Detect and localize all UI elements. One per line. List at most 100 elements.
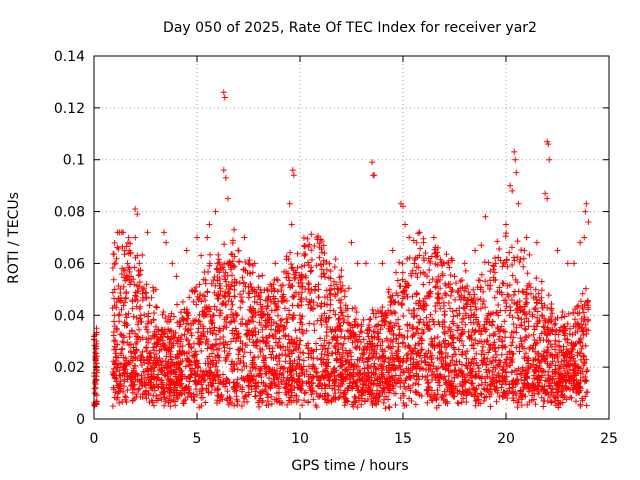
data-point-marker [119,338,126,345]
data-point-marker [542,317,549,324]
data-point-marker [453,358,460,365]
data-point-marker [377,378,384,385]
data-point-marker [472,402,479,409]
data-point-marker [284,375,291,382]
data-point-marker [431,321,438,328]
data-point-marker [146,350,153,357]
data-point-marker [577,403,584,410]
data-point-marker [307,350,314,357]
data-point-marker [215,386,222,393]
data-point-marker [491,345,498,352]
data-point-marker [487,375,494,382]
data-point-marker [489,380,496,387]
data-point-marker [126,276,133,283]
data-point-marker [570,373,577,380]
data-point-marker [510,397,517,404]
data-point-marker [178,380,185,387]
data-point-marker [345,384,352,391]
data-point-marker [495,254,502,261]
data-point-marker [122,311,129,318]
data-point-marker [168,310,175,317]
data-point-marker [454,335,461,342]
data-point-marker [298,274,305,281]
data-point-marker [481,321,488,328]
data-point-marker [229,272,236,279]
data-point-marker [220,371,227,378]
data-point-marker [267,369,274,376]
data-point-marker [440,358,447,364]
data-point-marker [112,353,119,360]
data-point-marker [336,297,343,304]
data-point-marker [204,345,211,352]
data-point-marker [480,288,487,295]
data-point-marker [389,247,396,254]
data-point-marker [342,307,349,314]
data-point-marker [348,239,355,246]
data-point-marker [566,378,573,385]
data-point-marker [523,315,530,322]
data-point-marker [114,229,121,236]
data-point-marker [304,259,311,266]
data-point-marker [276,370,283,377]
data-point-marker [544,397,551,404]
data-point-marker [531,348,538,355]
data-points [91,89,592,412]
data-point-marker [200,311,207,318]
data-point-marker [535,350,542,357]
data-point-marker [325,345,332,352]
data-point-marker [207,306,214,313]
data-point-marker [253,385,260,392]
data-point-marker [435,319,442,326]
data-point-marker [573,303,580,310]
data-point-marker [295,302,302,309]
data-point-marker [432,260,439,267]
data-point-marker [164,346,171,353]
data-point-marker [522,301,529,308]
data-point-marker [458,368,465,375]
data-point-marker [473,397,480,404]
data-point-marker [414,363,421,370]
data-point-marker [458,292,465,299]
data-point-marker [346,320,353,327]
data-point-marker [429,368,436,375]
data-point-marker [275,380,282,387]
data-point-marker [285,397,292,404]
data-point-marker [463,363,470,370]
data-point-marker [147,382,154,389]
data-point-marker [513,371,520,378]
data-point-marker [252,342,259,349]
data-point-marker [581,301,588,308]
data-point-marker [398,332,405,339]
data-point-marker [567,394,574,401]
data-point-marker [219,300,226,307]
data-point-marker [378,363,385,370]
data-point-marker [324,294,331,301]
data-point-marker [525,323,532,330]
data-point-marker [283,268,290,275]
data-point-marker [524,270,531,277]
data-point-marker [114,364,121,371]
data-point-marker [450,334,457,341]
data-point-marker [193,391,200,398]
data-point-marker [369,306,376,313]
data-point-marker [539,304,546,311]
data-point-marker [424,390,431,397]
data-point-marker [496,333,503,340]
data-point-marker [187,367,194,374]
data-point-marker [436,300,443,307]
data-point-marker [241,349,248,356]
data-point-marker [358,375,365,382]
data-point-marker [230,379,237,386]
data-point-marker [120,332,127,339]
data-point-marker [128,327,135,334]
data-point-marker [499,338,506,345]
data-point-marker [191,352,198,359]
data-point-marker [369,159,376,166]
data-point-marker [111,371,118,378]
data-point-marker [245,294,252,301]
data-point-marker [532,367,539,374]
data-point-marker [313,390,320,397]
data-point-marker [217,287,224,294]
grid-lines [94,56,609,419]
y-axis-label: ROTI / TECUs [6,192,22,284]
